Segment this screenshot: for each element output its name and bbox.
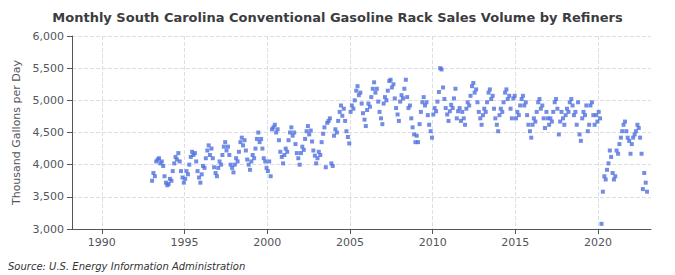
svg-text:5,500: 5,500 [33, 62, 65, 75]
svg-text:2015: 2015 [501, 236, 529, 249]
svg-text:Monthly South Carolina Convent: Monthly South Carolina Conventional Gaso… [52, 10, 623, 25]
svg-text:2000: 2000 [253, 236, 281, 249]
svg-text:2005: 2005 [336, 236, 364, 249]
svg-text:2010: 2010 [419, 236, 447, 249]
svg-text:1995: 1995 [170, 236, 198, 249]
svg-text:6,000: 6,000 [33, 30, 65, 43]
svg-text:Thousand Gallons per Day: Thousand Gallons per Day [10, 59, 23, 206]
svg-text:5,000: 5,000 [33, 94, 65, 107]
svg-text:Source: U.S. Energy Informatio: Source: U.S. Energy Information Administ… [8, 261, 245, 272]
svg-text:1990: 1990 [88, 236, 116, 249]
svg-text:4,000: 4,000 [33, 158, 65, 171]
svg-text:4,500: 4,500 [33, 126, 65, 139]
svg-text:3,500: 3,500 [33, 190, 65, 203]
svg-text:3,000: 3,000 [33, 223, 65, 236]
svg-text:2020: 2020 [584, 236, 612, 249]
